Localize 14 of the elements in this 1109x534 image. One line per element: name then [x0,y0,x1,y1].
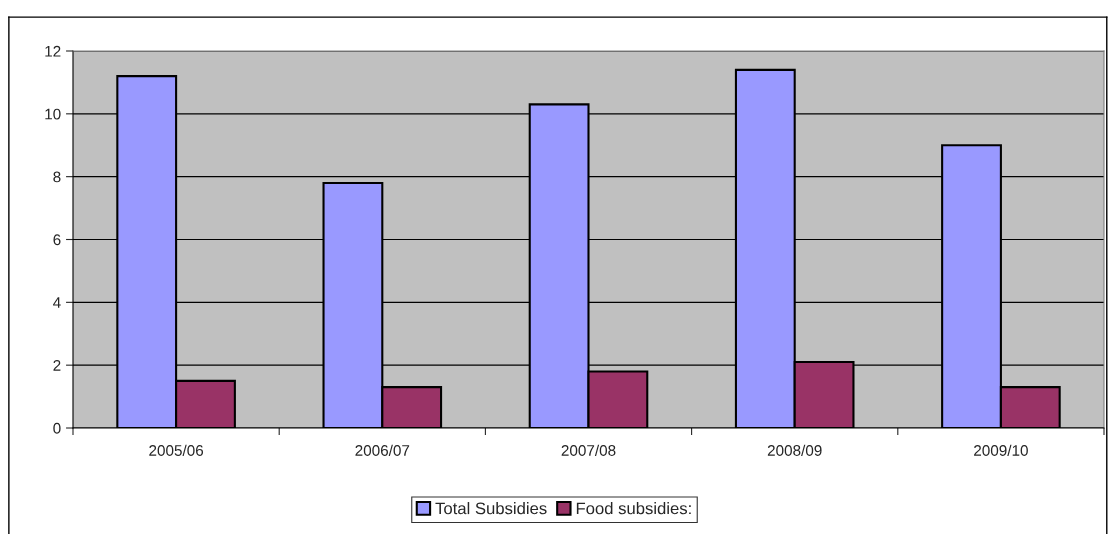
y-tick-label: 12 [45,45,61,57]
y-tick-label: 6 [53,234,61,246]
y-tick-label: 0 [53,422,61,434]
y-tick-label: 8 [53,171,61,183]
x-tick-label: 2007/08 [561,444,616,456]
legend-label: Food subsidies: [576,502,691,515]
y-tick-label: 4 [53,297,61,308]
x-tick-label: 2009/10 [974,444,1028,456]
x-tick-label: 2008/09 [767,444,822,456]
y-tick-label: 2 [53,360,61,371]
y-tick-label: 10 [45,108,61,120]
x-tick-label: 2005/06 [149,444,204,456]
legend-label: Total Subsidies [435,502,547,515]
x-tick-label: 2006/07 [355,444,410,456]
